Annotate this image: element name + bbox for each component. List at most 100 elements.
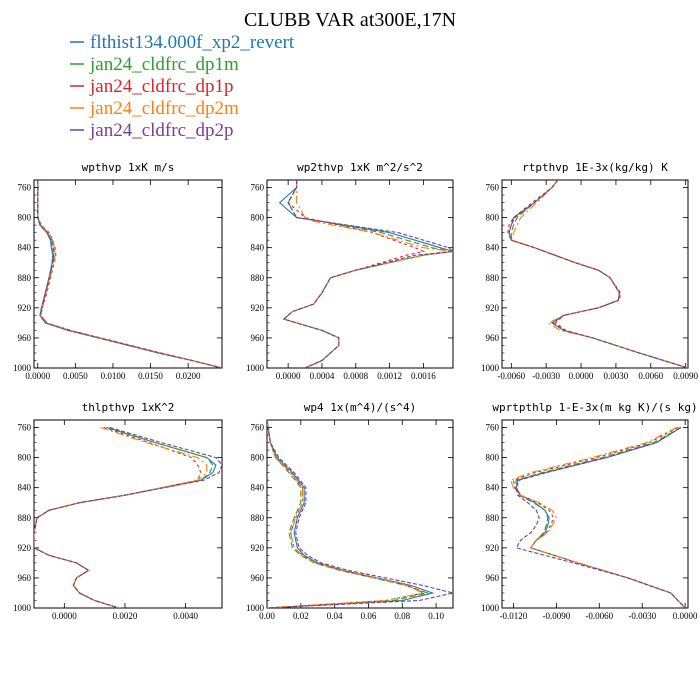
x-tick-label: -0.0090 bbox=[542, 611, 570, 621]
x-tick-label: 0.0030 bbox=[604, 371, 629, 381]
y-tick-label: 1000 bbox=[246, 603, 265, 613]
x-tick-label: 0.0000 bbox=[52, 611, 77, 621]
plot-frame bbox=[266, 179, 454, 369]
y-tick-label: 960 bbox=[18, 333, 32, 343]
series-line bbox=[267, 420, 453, 608]
series-line bbox=[267, 420, 425, 608]
series-group bbox=[37, 180, 222, 368]
y-tick-label: 1000 bbox=[13, 603, 32, 613]
x-tick-label: 0.08 bbox=[394, 611, 410, 621]
y-tick-label: 840 bbox=[18, 243, 32, 253]
x-tick-label: 0.0004 bbox=[310, 371, 335, 381]
y-tick-label: 840 bbox=[18, 483, 32, 493]
series-line bbox=[267, 420, 427, 608]
x-tick-label: 0.00 bbox=[259, 611, 275, 621]
series-group bbox=[34, 426, 222, 608]
legend-item: flthist134.000f_xp2_revert bbox=[90, 32, 295, 53]
x-tick-label: -0.0060 bbox=[585, 611, 613, 621]
y-tick-label: 880 bbox=[486, 513, 500, 523]
series-group bbox=[278, 180, 453, 368]
x-tick-label: 0.0000 bbox=[276, 371, 301, 381]
x-tick-label: -0.0060 bbox=[497, 371, 525, 381]
y-tick-label: 880 bbox=[251, 513, 265, 523]
y-tick-label: 800 bbox=[251, 453, 265, 463]
plot-frame bbox=[266, 419, 454, 609]
x-tick-label: 0.0020 bbox=[113, 611, 138, 621]
y-tick-label: 920 bbox=[486, 303, 500, 313]
y-tick-label: 920 bbox=[486, 543, 500, 553]
chart-panel: rtpthvp 1E-3x(kg/kg) K 760 800 840 880 920 960… bbox=[481, 161, 699, 381]
y-tick-label: 880 bbox=[18, 273, 32, 283]
series-line bbox=[282, 180, 453, 368]
series-line bbox=[282, 180, 453, 368]
y-tick-label: 760 bbox=[486, 423, 500, 433]
y-tick-label: 840 bbox=[486, 243, 500, 253]
x-tick-label: 0.0012 bbox=[377, 371, 402, 381]
y-tick-label: 760 bbox=[18, 183, 32, 193]
y-tick-label: 1000 bbox=[13, 363, 32, 373]
chart-panel: wp2thvp 1xK m^2/s^2 760 800 840 880 920 960 100… bbox=[246, 161, 454, 381]
series-group bbox=[509, 427, 686, 608]
panels: wpthvp 1xK m/s76080084088092096010000.00… bbox=[13, 161, 699, 621]
y-tick-label: 1000 bbox=[246, 363, 265, 373]
chart-panel: wp4 1x(m^4)/(s^4)76080084088092096010000… bbox=[246, 401, 454, 621]
x-tick-label: 0.0200 bbox=[176, 371, 201, 381]
x-tick-label: -0.0030 bbox=[628, 611, 656, 621]
series-group bbox=[267, 420, 453, 608]
y-tick-label: 760 bbox=[18, 423, 32, 433]
plot-frame bbox=[33, 419, 223, 609]
y-tick-label: 960 bbox=[251, 333, 265, 343]
panel-title: wp2thvp 1xK m^2/s^2 bbox=[297, 161, 423, 174]
x-tick-label: 0.04 bbox=[327, 611, 343, 621]
y-tick-label: 880 bbox=[18, 513, 32, 523]
series-line bbox=[282, 180, 453, 368]
series-group bbox=[507, 180, 688, 368]
series-line bbox=[282, 180, 426, 368]
series-line bbox=[37, 180, 222, 368]
series-line bbox=[510, 180, 688, 368]
x-tick-label: -0.0120 bbox=[500, 611, 528, 621]
x-tick-label: 0.0008 bbox=[343, 371, 368, 381]
legend: flthist134.000f_xp2_revertjan24_cldfrc_d… bbox=[70, 32, 295, 141]
panel-title: wpthvp 1xK m/s bbox=[82, 161, 175, 174]
y-tick-label: 920 bbox=[251, 543, 265, 553]
chart-panel: wpthvp 1xK m/s76080084088092096010000.00… bbox=[13, 161, 223, 381]
y-tick-label: 960 bbox=[486, 333, 500, 343]
y-tick-label: 840 bbox=[486, 483, 500, 493]
x-tick-label: 0.0040 bbox=[173, 611, 198, 621]
y-tick-label: 760 bbox=[251, 183, 265, 193]
chart-panel: thlpthvp 1xK^2 760 800 840 880 920 960 1000 0.00… bbox=[13, 401, 223, 621]
series-line bbox=[514, 427, 686, 608]
x-tick-label: 0.0016 bbox=[411, 371, 436, 381]
x-tick-label: 0.0100 bbox=[101, 371, 126, 381]
x-tick-label: 0.0000 bbox=[569, 371, 594, 381]
y-tick-label: 880 bbox=[251, 273, 265, 283]
x-tick-label: 0.10 bbox=[428, 611, 444, 621]
legend-item: jan24_cldfrc_dp1m bbox=[89, 54, 239, 75]
legend-item: jan24_cldfrc_dp2p bbox=[89, 120, 234, 141]
y-tick-label: 800 bbox=[18, 213, 32, 223]
legend-item: jan24_cldfrc_dp1p bbox=[89, 76, 234, 97]
y-tick-label: 920 bbox=[251, 303, 265, 313]
panel-title: thlpthvp 1xK^2 bbox=[82, 401, 175, 414]
y-tick-label: 920 bbox=[18, 543, 32, 553]
series-line bbox=[37, 180, 222, 368]
y-tick-label: 760 bbox=[486, 183, 500, 193]
series-line bbox=[37, 180, 222, 368]
y-tick-label: 800 bbox=[251, 213, 265, 223]
x-tick-label: 0.0060 bbox=[638, 371, 663, 381]
x-tick-label: 0.0150 bbox=[138, 371, 163, 381]
plot-frame bbox=[33, 179, 223, 369]
panel-title: wp4 1x(m^4)/(s^4) bbox=[304, 401, 417, 414]
panel-title: rtpthvp 1E-3x(kg/kg) K bbox=[522, 161, 668, 174]
series-line bbox=[34, 426, 222, 608]
series-line bbox=[509, 427, 686, 608]
panel-title: wprtpthlp 1-E-3x(m kg K)/(s kg) bbox=[492, 401, 697, 414]
x-tick-label: 0.06 bbox=[361, 611, 377, 621]
y-tick-label: 800 bbox=[18, 453, 32, 463]
y-tick-label: 760 bbox=[251, 423, 265, 433]
y-tick-label: 960 bbox=[486, 573, 500, 583]
plot-frame bbox=[501, 179, 689, 369]
series-line bbox=[34, 426, 202, 608]
